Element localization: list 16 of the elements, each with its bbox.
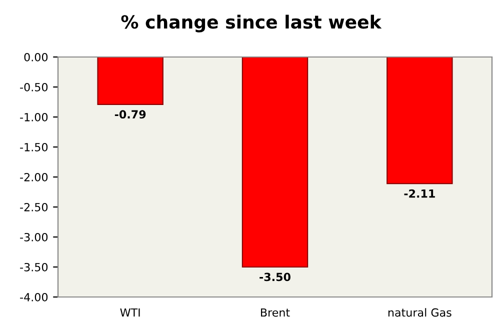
chart-title: % change since last week <box>121 14 382 32</box>
y-tick-label: -0.50 <box>20 82 48 92</box>
y-tick-label: -4.00 <box>20 292 48 302</box>
data-label: -0.79 <box>114 110 146 119</box>
data-label: -3.50 <box>260 272 290 282</box>
y-tick-label: -2.50 <box>20 202 48 212</box>
x-tick-label: Brent <box>261 308 290 317</box>
y-tick-label: -3.50 <box>20 262 48 272</box>
x-tick-label: natural Gas <box>388 308 452 317</box>
y-tick-label: -1.50 <box>20 142 48 152</box>
x-tick-label: WTI <box>120 308 140 317</box>
data-label: -2.11 <box>404 189 435 198</box>
y-tick-label: -3.00 <box>20 232 48 242</box>
y-tick-label: -2.00 <box>20 172 48 182</box>
y-tick-label: -1.00 <box>20 112 48 122</box>
y-tick-label: 0.00 <box>24 52 48 62</box>
